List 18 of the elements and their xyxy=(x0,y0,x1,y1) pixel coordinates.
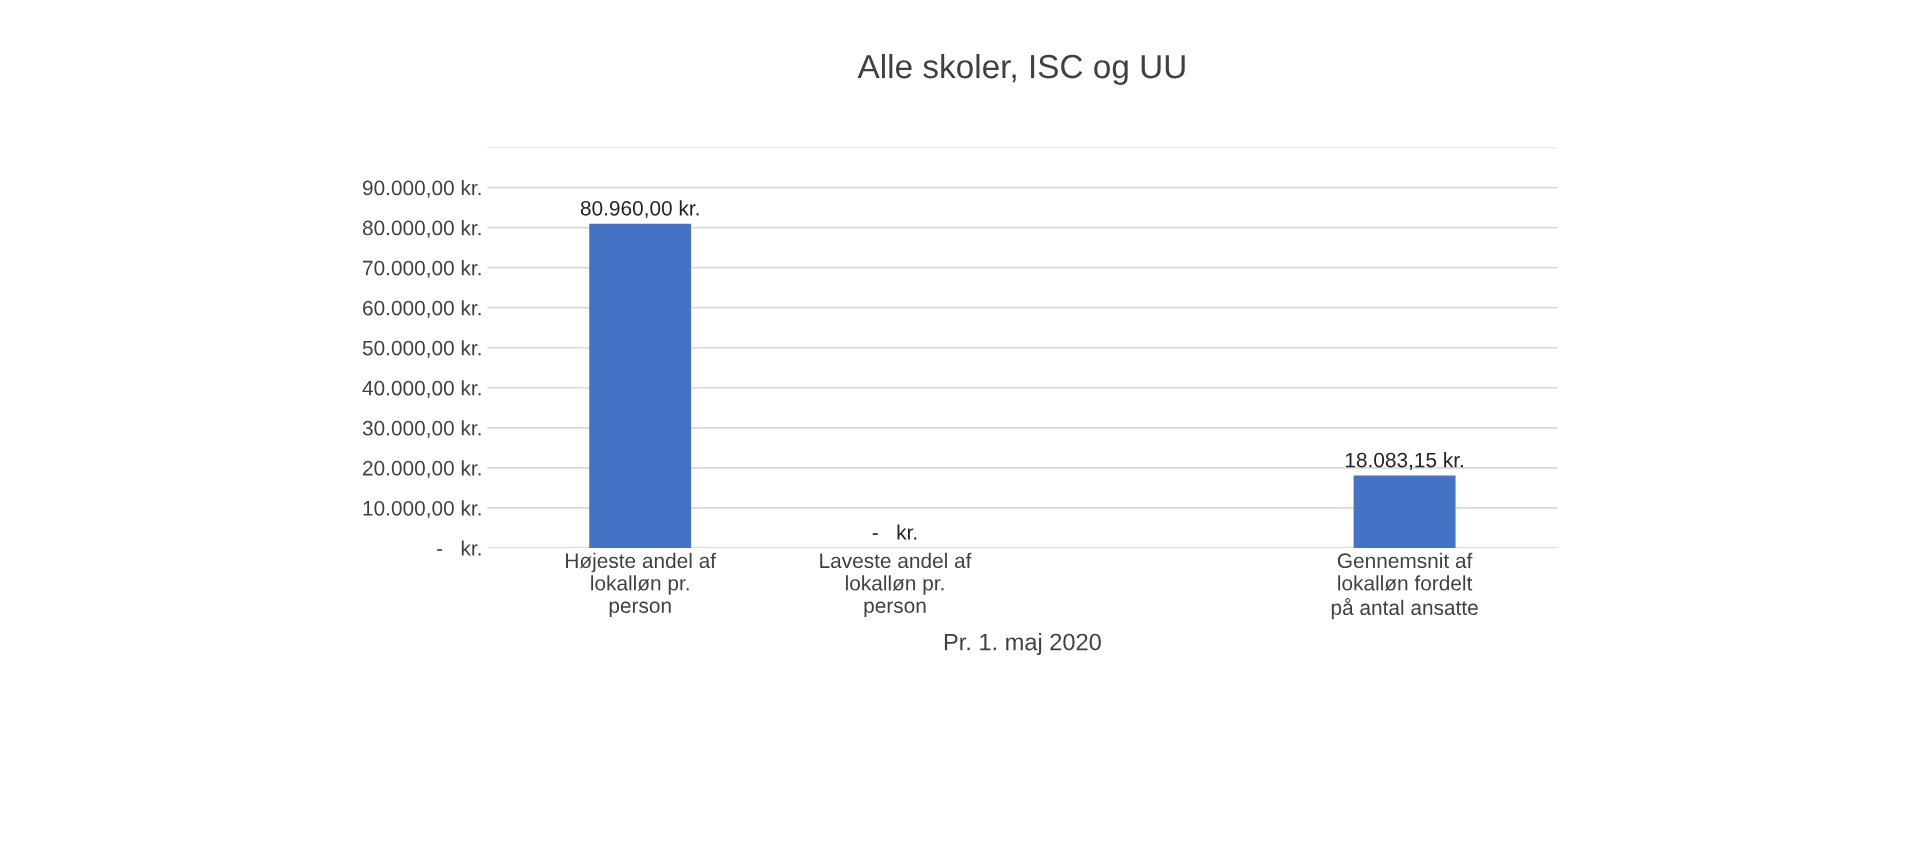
y-tick-label: 50.000,00 kr. xyxy=(362,340,481,358)
y-tick-label: 40.000,00 kr. xyxy=(362,380,481,398)
x-tick-label: Højeste andel af lokalløn pr. person xyxy=(566,552,717,618)
x-axis-title: Pr. 1. maj 2020 xyxy=(944,633,1101,656)
y-tick-label: 30.000,00 kr. xyxy=(362,420,481,439)
x-tick-label: Laveste andel af lokalløn pr. person xyxy=(820,552,972,618)
data-label: 18.083,15 kr. xyxy=(1345,452,1463,470)
data-label: - kr. xyxy=(872,524,917,540)
y-tick-label: 70.000,00 kr. xyxy=(363,260,481,278)
x-tick-label: Gennemsnit af lokalløn fordelt på antal ansatte xyxy=(1331,552,1478,620)
y-tick-label: 60.000,00 kr. xyxy=(363,300,481,318)
y-tick-label: 90.000,00 kr. xyxy=(362,180,481,198)
y-tick-label: 10.000,00 kr. xyxy=(363,500,481,519)
y-tick-label: - kr. xyxy=(437,540,481,556)
y-tick-label: 20.000,00 kr. xyxy=(363,460,481,479)
y-tick-label: 80.000,00 kr. xyxy=(362,220,481,238)
data-label: 80.960,00 kr. xyxy=(580,200,699,219)
chart-title: Alle skoler, ISC og UU xyxy=(857,53,1185,85)
